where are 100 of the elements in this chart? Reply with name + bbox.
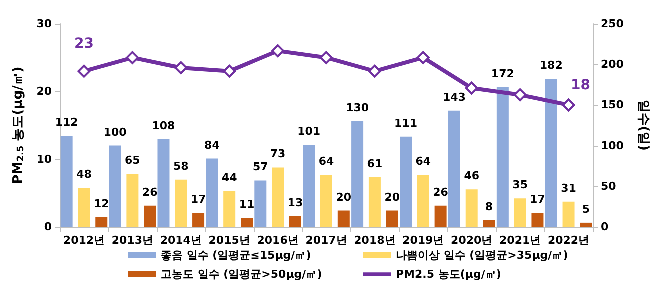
data-label: 57 <box>252 160 268 174</box>
x-tick-label: 2019년 <box>402 234 444 247</box>
data-label: 31 <box>561 182 576 195</box>
data-label: 64 <box>416 155 432 168</box>
x-tick-label: 2014년 <box>160 234 202 247</box>
bar <box>386 210 398 227</box>
data-label: 18 <box>571 78 591 94</box>
data-label: 44 <box>222 171 238 184</box>
bar <box>320 175 332 227</box>
bar <box>483 220 496 227</box>
bar <box>400 136 412 227</box>
data-label: 17 <box>530 193 546 206</box>
data-label: 46 <box>464 170 480 183</box>
data-label: 65 <box>125 154 140 168</box>
data-label: 84 <box>204 138 220 152</box>
data-label: 182 <box>540 59 563 72</box>
bar <box>496 87 509 227</box>
y2-tick-label: 100 <box>601 139 624 152</box>
data-label: 101 <box>298 124 321 138</box>
x-tick-label: 2012년 <box>63 234 106 247</box>
bar <box>289 216 302 227</box>
bar <box>466 190 478 227</box>
bar <box>60 136 73 227</box>
bar <box>338 210 350 227</box>
data-label: 26 <box>142 186 158 199</box>
data-label: 12 <box>94 197 110 210</box>
bar <box>254 180 267 227</box>
data-label: 17 <box>190 193 206 206</box>
y2-tick-label: 250 <box>601 18 624 30</box>
bar <box>303 144 316 227</box>
x-tick-label: 2013년 <box>112 234 154 247</box>
y-tick-label: 20 <box>36 85 52 98</box>
bar <box>109 146 122 227</box>
bar <box>448 110 460 227</box>
data-label: 143 <box>442 90 466 104</box>
legend-label: 나쁨이상 일수 (일평균>35μg/㎥) <box>396 249 568 262</box>
bar <box>240 218 253 227</box>
bar <box>158 139 170 227</box>
bar <box>417 175 430 227</box>
bar <box>532 213 544 227</box>
bar <box>224 191 236 227</box>
data-label: 64 <box>318 155 334 168</box>
data-label: 61 <box>367 157 383 170</box>
point <box>562 98 576 112</box>
data-label: 108 <box>152 119 176 132</box>
x-tick-label: 2020년 <box>451 234 493 247</box>
data-label: 20 <box>384 190 400 204</box>
data-label: 26 <box>433 186 449 199</box>
data-label: 111 <box>394 116 418 130</box>
bar <box>434 206 447 227</box>
bar <box>206 158 218 227</box>
data-label: 130 <box>346 101 370 114</box>
y2-tick-label: 0 <box>601 220 609 234</box>
data-label: 58 <box>173 160 189 173</box>
bar <box>78 188 90 227</box>
x-tick-label: 2022년 <box>548 234 590 247</box>
data-label: 13 <box>288 196 304 210</box>
y2-tick-label: 150 <box>601 98 624 112</box>
y-tick-label: 10 <box>36 152 52 166</box>
data-label: 48 <box>76 168 92 182</box>
point <box>78 64 91 78</box>
x-tick-label: 2021년 <box>500 234 542 247</box>
point <box>126 51 140 64</box>
point <box>223 64 236 78</box>
legend-label: 고농도 일수 (일평균>50μg/㎥) <box>161 268 322 281</box>
y2-tick-label: 200 <box>601 58 624 72</box>
x-tick-label: 2016년 <box>257 234 299 247</box>
point <box>320 51 333 64</box>
data-label: 73 <box>270 148 286 161</box>
y2-axis-title: 일수(일) <box>636 100 651 151</box>
bar <box>580 222 592 227</box>
y-axis-title: PM2.5 농도(μg/㎥) <box>10 66 26 184</box>
bar <box>514 198 526 227</box>
bar <box>175 180 188 227</box>
y2-tick-label: 50 <box>601 180 617 193</box>
data-label: 35 <box>512 178 528 192</box>
point <box>514 88 527 102</box>
data-label: 112 <box>55 116 78 130</box>
x-tick-label: 2017년 <box>306 234 348 247</box>
bar <box>192 213 205 227</box>
point <box>465 82 478 95</box>
bar <box>126 174 139 227</box>
x-tick-label: 2018년 <box>354 234 396 247</box>
point <box>368 64 382 78</box>
point <box>272 44 285 58</box>
data-label: 5 <box>582 202 590 216</box>
legend-label: 좋음 일수 (일평균≤15μg/㎥) <box>161 249 312 262</box>
bar <box>562 202 575 227</box>
bar <box>144 206 156 227</box>
y-tick-label: 0 <box>44 220 52 234</box>
bar <box>368 177 381 227</box>
y-tick-label: 30 <box>36 18 52 30</box>
data-label: 8 <box>485 200 494 214</box>
data-label: 100 <box>104 126 128 139</box>
x-tick-label: 2015년 <box>208 234 250 247</box>
bar <box>352 121 364 227</box>
point <box>416 51 430 64</box>
data-label: 11 <box>239 198 255 212</box>
data-label: 20 <box>336 190 352 204</box>
bar <box>545 79 558 227</box>
